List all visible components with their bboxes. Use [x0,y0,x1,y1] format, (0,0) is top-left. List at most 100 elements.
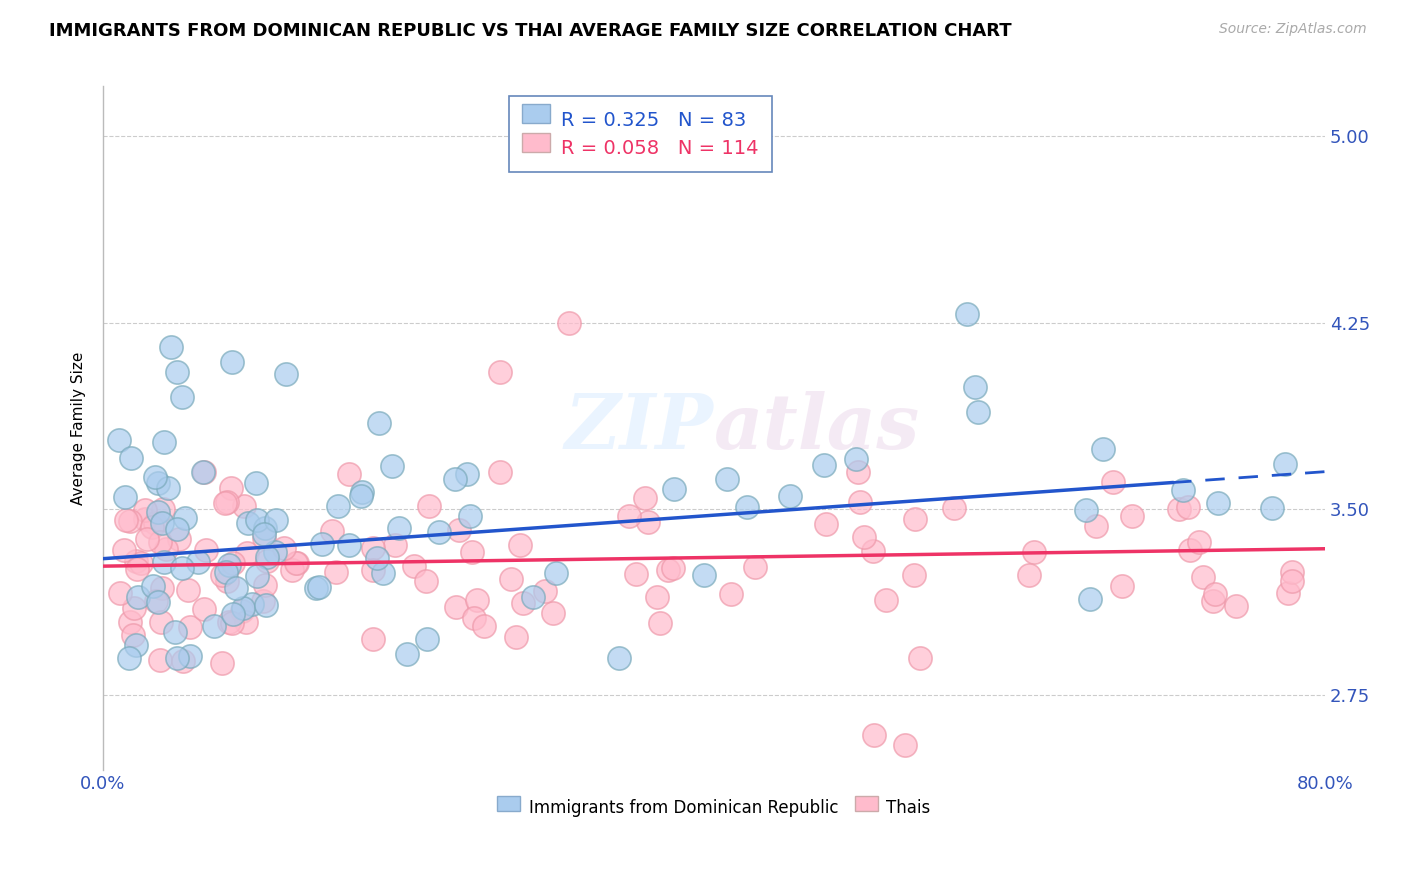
Point [325,565,347,579]
Point [222,607,245,622]
Point [415,574,437,589]
Point [875,592,897,607]
Point [108,586,131,600]
Point [846,465,869,479]
Point [120,514,142,528]
Point [443,472,465,486]
Point [163,624,186,639]
Point [114,490,136,504]
Point [845,452,868,467]
Point [202,619,225,633]
Point [1225,599,1247,613]
Point [231,604,253,618]
Point [1191,570,1213,584]
Point [120,615,142,629]
Point [167,533,190,547]
Point [744,560,766,574]
Point [396,647,419,661]
Point [626,567,648,582]
Text: Source: ZipAtlas.com: Source: ZipAtlas.com [1219,22,1367,37]
Point [235,615,257,629]
Point [146,595,169,609]
Point [693,567,716,582]
Point [211,656,233,670]
Point [232,601,254,615]
Point [849,494,872,508]
Point [218,615,240,629]
Point [253,526,276,541]
Point [253,521,276,535]
Point [160,340,183,354]
Point [170,390,193,404]
Point [252,594,274,608]
Point [274,368,297,382]
Point [522,590,544,604]
Point [456,467,478,481]
Point [1091,442,1114,457]
Point [388,521,411,535]
Point [256,554,278,568]
Point [533,583,555,598]
Point [143,516,166,530]
Point [1074,502,1097,516]
Point [148,505,170,519]
Point [149,653,172,667]
Point [1018,568,1040,582]
Point [222,556,245,570]
Point [366,550,388,565]
Point [187,556,209,570]
Point [942,500,965,515]
Point [143,470,166,484]
Point [352,484,374,499]
Point [179,620,201,634]
Point [107,433,129,447]
Point [215,574,238,589]
Point [1085,518,1108,533]
Point [617,508,640,523]
Point [120,450,142,465]
Point [284,556,307,570]
Point [173,510,195,524]
Point [166,522,188,536]
Point [967,405,990,419]
Point [134,503,156,517]
Text: ZIP: ZIP [565,392,714,466]
Point [416,632,439,646]
Point [253,578,276,592]
Point [543,607,565,621]
Point [236,546,259,560]
Point [337,538,360,552]
Point [127,562,149,576]
Point [134,512,156,526]
Point [156,481,179,495]
Point [853,530,876,544]
Point [908,650,931,665]
Point [141,520,163,534]
Point [444,599,467,614]
Point [361,632,384,647]
Point [894,738,917,752]
Point [1121,509,1143,524]
Point [193,465,215,479]
Point [645,591,668,605]
Point [1274,457,1296,471]
Point [463,611,485,625]
Point [153,434,176,449]
Point [221,481,243,495]
Point [489,465,512,479]
Point [246,513,269,527]
Point [381,458,404,473]
Point [122,601,145,615]
Point [179,649,201,664]
Point [501,572,523,586]
Point [233,500,256,514]
Point [152,516,174,530]
Point [1206,496,1229,510]
Point [221,355,243,369]
Point [115,513,138,527]
Point [418,500,440,514]
Point [112,543,135,558]
Point [863,728,886,742]
Point [720,587,742,601]
Point [253,531,276,545]
